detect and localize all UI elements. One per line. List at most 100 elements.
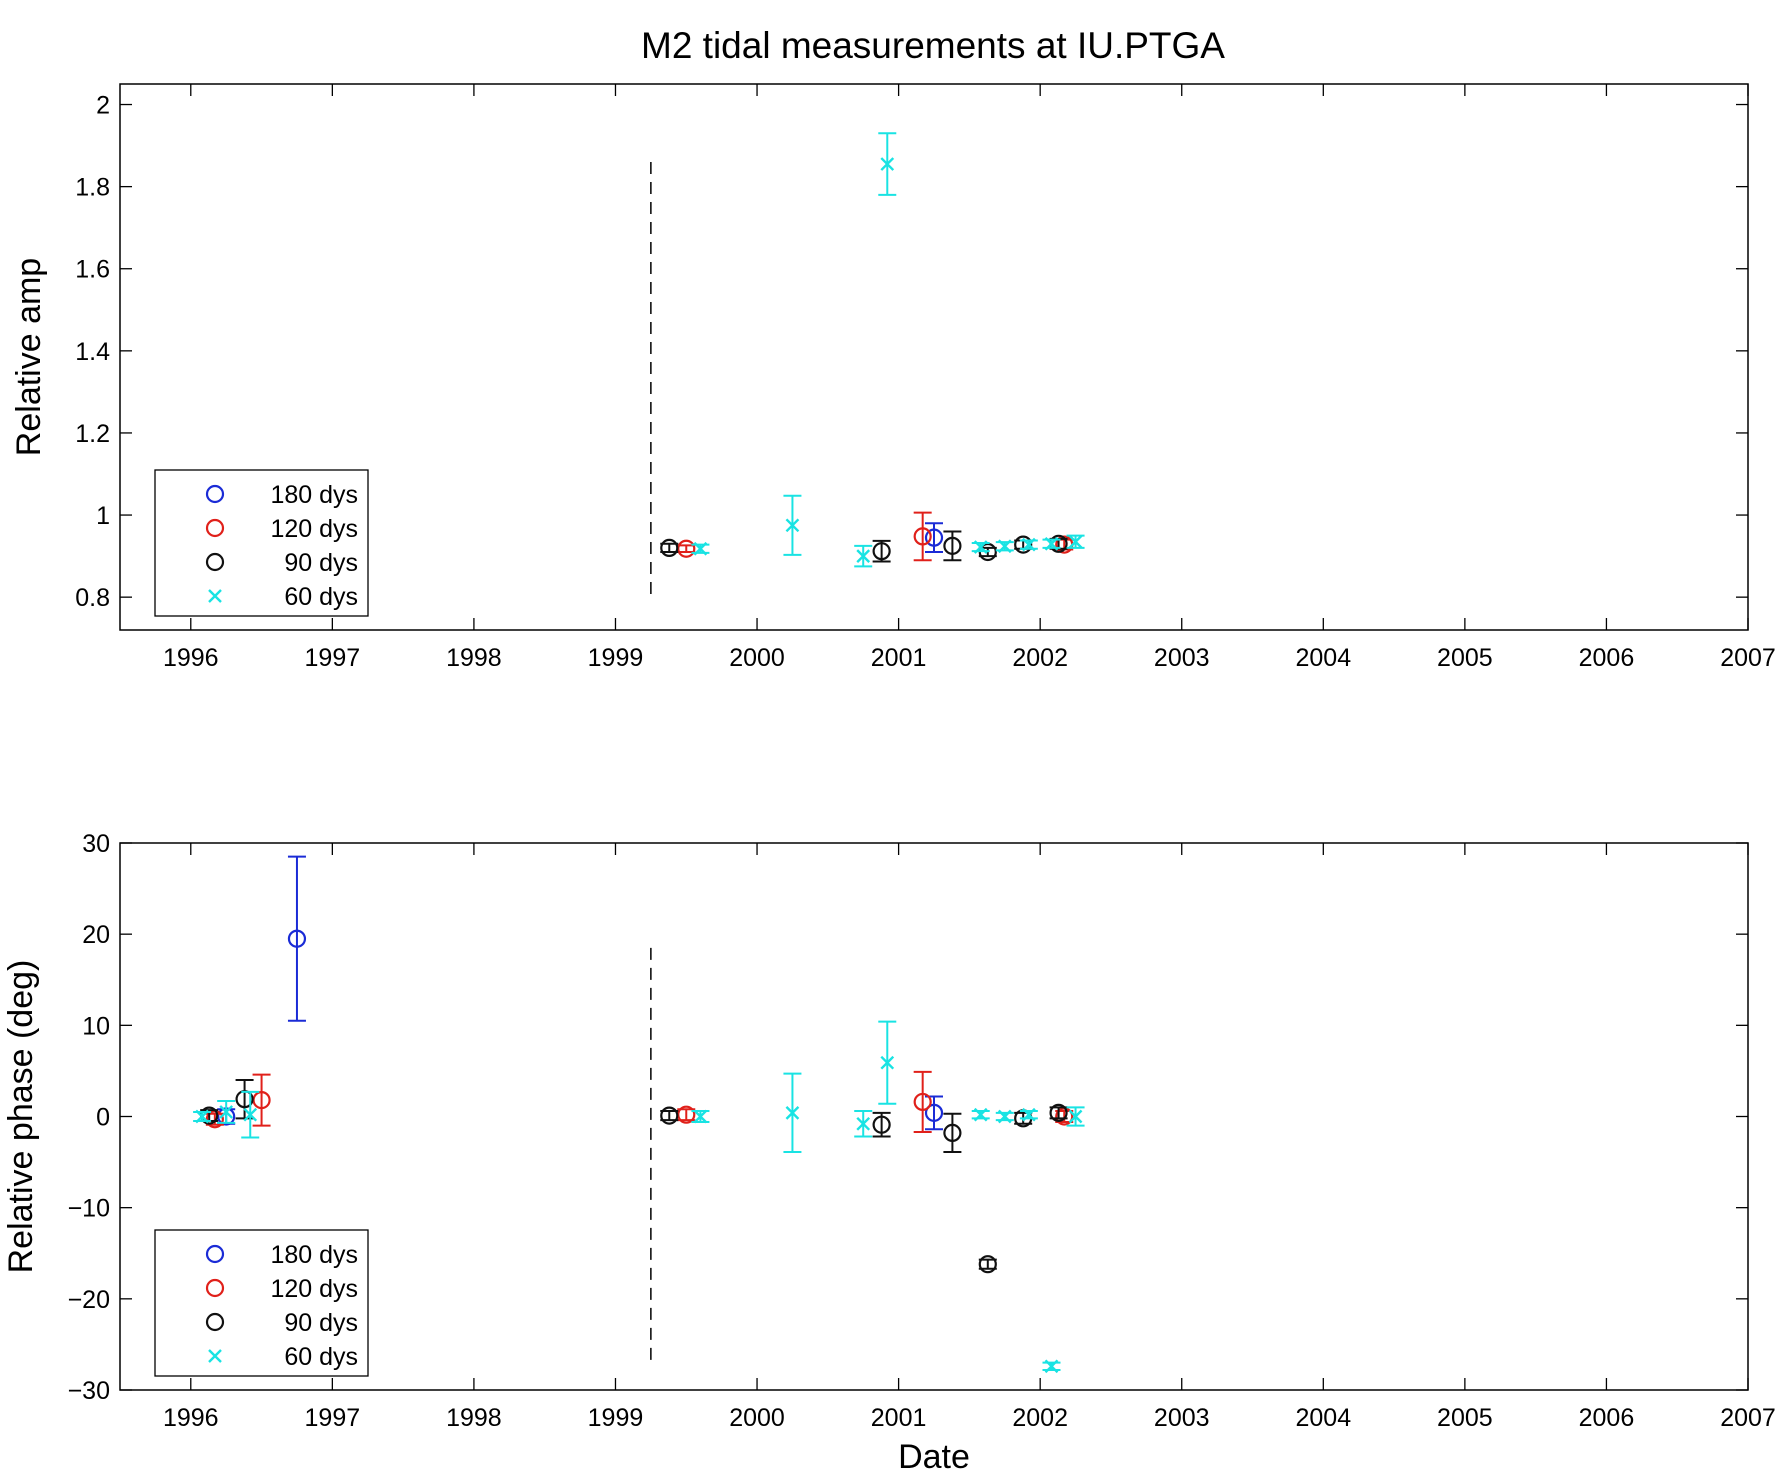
amplitude-plot-frame: [119, 83, 1749, 631]
amplitude-x-marker: [785, 518, 800, 533]
phase-legend-label: 180 dys: [270, 1241, 358, 1269]
phase-legend-x-marker: [208, 1349, 222, 1363]
phase-legend-label: 120 dys: [270, 1275, 358, 1303]
phase-x-marker: [880, 1055, 895, 1070]
amplitude-y-tick-label: 1.8: [75, 174, 110, 202]
phase-point-60-dys: [854, 1110, 873, 1138]
amplitude-legend-label: 60 dys: [284, 583, 358, 611]
amplitude-circle-marker: [924, 528, 944, 547]
amplitude-y-tick-label: 1.6: [75, 256, 110, 284]
amplitude-x-tick-label: 2000: [729, 644, 785, 672]
amplitude-x-tick-label: 2007: [1720, 644, 1776, 672]
phase-x-marker: [219, 1105, 234, 1119]
phase-legend-circle-marker: [205, 1278, 225, 1298]
amplitude-x-tick-label: 2006: [1579, 644, 1635, 672]
phase-x-marker: [693, 1109, 708, 1124]
phase-x-tick-label: 2006: [1579, 1404, 1635, 1432]
phase-point-90-dys: [872, 1111, 891, 1138]
phase-x-marker: [1068, 1109, 1083, 1124]
amplitude-x-marker: [1022, 537, 1036, 552]
amplitude-x-tick-label: 1998: [446, 644, 502, 672]
phase-circle-marker: [660, 1106, 679, 1125]
amplitude-circle-marker: [913, 527, 932, 546]
amplitude-x-marker: [1044, 536, 1059, 551]
amplitude-x-tick-label: 1999: [588, 644, 644, 672]
phase-x-marker: [1022, 1107, 1036, 1122]
phase-point-120-dys: [677, 1105, 696, 1124]
phase-x-marker: [1044, 1359, 1059, 1374]
phase-x-marker: [856, 1116, 871, 1131]
phase-x-tick-label: 2001: [871, 1404, 927, 1432]
phase-point-60-dys: [241, 1090, 260, 1139]
chart-title: M2 tidal measurements at IU.PTGA: [641, 25, 1225, 66]
phase-point-60-dys: [1042, 1359, 1061, 1374]
amplitude-point-60-dys: [783, 494, 802, 556]
amplitude-circle-marker: [660, 538, 679, 557]
amplitude-x-marker: [973, 540, 988, 554]
amplitude-y-tick-label: 2: [96, 92, 110, 120]
phase-point-60-dys: [193, 1109, 212, 1124]
phase-circle-marker: [872, 1115, 891, 1134]
amplitude-x-tick-label: 2005: [1437, 644, 1493, 672]
phase-circle-marker: [913, 1092, 932, 1112]
amplitude-point-60-dys: [854, 544, 873, 568]
phase-point-90-dys: [660, 1106, 679, 1125]
amplitude-point-60-dys: [1066, 534, 1085, 549]
amplitude-x-marker: [693, 541, 708, 556]
amplitude-y-tick-label: 1: [96, 502, 110, 530]
phase-point-60-dys: [691, 1109, 710, 1124]
amplitude-x-marker: [1068, 534, 1083, 549]
phase-x-marker: [195, 1109, 209, 1124]
phase-legend-box: [154, 1229, 369, 1377]
phase-point-60-dys: [878, 1020, 897, 1105]
amplitude-point-90-dys: [660, 538, 679, 557]
phase-y-tick-label: 20: [82, 921, 110, 949]
amplitude-y-tick-label: 1.2: [75, 420, 110, 448]
phase-x-tick-label: 2007: [1720, 1404, 1776, 1432]
phase-x-tick-label: 2005: [1437, 1404, 1493, 1432]
phase-y-tick-label: 0: [96, 1104, 110, 1132]
phase-point-60-dys: [217, 1100, 236, 1124]
amplitude-point-60-dys: [691, 541, 710, 556]
phase-point-180-dys: [287, 855, 307, 1022]
amplitude-legend-box: [154, 469, 369, 617]
amplitude-legend-label: 180 dys: [270, 481, 358, 509]
amplitude-point-60-dys: [1019, 537, 1038, 552]
amplitude-y-tick-label: 1.4: [75, 338, 110, 366]
phase-point-90-dys: [943, 1112, 962, 1154]
amplitude-x-tick-label: 2004: [1295, 644, 1351, 672]
phase-y-axis-label: Relative phase (deg): [2, 960, 40, 1274]
phase-y-tick-label: 10: [82, 1012, 110, 1040]
amplitude-legend: 180 dys 120 dys 90 dys 60 dys: [154, 469, 369, 617]
phase-x-tick-label: 2004: [1295, 1404, 1351, 1432]
amplitude-y-axis-label: Relative amp: [10, 258, 48, 456]
amplitude-x-tick-label: 1997: [305, 644, 361, 672]
amplitude-x-tick-label: 2003: [1154, 644, 1210, 672]
amplitude-legend-label: 90 dys: [284, 549, 358, 577]
amplitude-legend-circle-marker: [205, 484, 225, 504]
phase-circle-marker: [924, 1103, 944, 1122]
amplitude-circle-marker: [872, 542, 891, 561]
amplitude-point-180-dys: [924, 522, 944, 553]
amplitude-x-marker: [997, 539, 1012, 554]
phase-y-tick-label: 30: [82, 830, 110, 858]
amplitude-x-marker: [880, 157, 895, 171]
amplitude-x-tick-label: 2002: [1012, 644, 1068, 672]
phase-point-60-dys: [783, 1072, 802, 1154]
phase-legend-label: 90 dys: [284, 1309, 358, 1337]
amplitude-y-tick-label: 0.8: [75, 584, 110, 612]
amplitude-point-90-dys: [943, 530, 962, 562]
phase-x-marker: [785, 1106, 800, 1120]
phase-point-120-dys: [913, 1070, 932, 1133]
amplitude-point-60-dys: [971, 540, 990, 554]
phase-x-tick-label: 2003: [1154, 1404, 1210, 1432]
phase-point-60-dys: [971, 1107, 990, 1122]
amplitude-x-marker: [856, 549, 871, 563]
phase-point-60-dys: [1066, 1106, 1085, 1127]
amplitude-legend-circle-marker: [205, 518, 225, 538]
phase-point-120-dys: [252, 1073, 271, 1127]
phase-panel: 1996 1997 1998 1999 2000 2001 2002 2003 2004 2005…: [2, 830, 1776, 1476]
phase-x-tick-label: 1997: [305, 1404, 361, 1432]
phase-point-90-dys: [978, 1255, 997, 1274]
